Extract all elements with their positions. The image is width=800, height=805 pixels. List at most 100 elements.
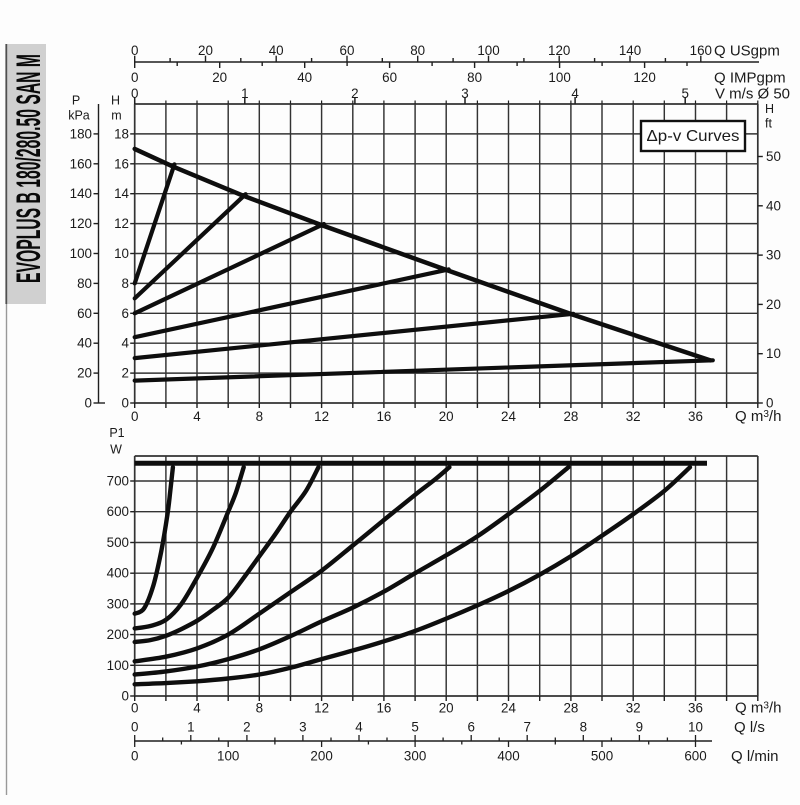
svg-text:0: 0 bbox=[131, 409, 138, 424]
svg-text:0: 0 bbox=[122, 689, 129, 704]
svg-text:4: 4 bbox=[355, 720, 363, 735]
svg-text:140: 140 bbox=[70, 186, 92, 201]
svg-text:20: 20 bbox=[198, 43, 213, 58]
svg-text:1: 1 bbox=[241, 86, 248, 101]
svg-text:12: 12 bbox=[314, 409, 329, 424]
svg-text:H: H bbox=[765, 102, 774, 116]
svg-text:5: 5 bbox=[681, 86, 688, 101]
svg-text:300: 300 bbox=[107, 596, 129, 611]
svg-text:Q l/s: Q l/s bbox=[734, 719, 765, 736]
svg-text:600: 600 bbox=[684, 749, 706, 764]
svg-text:16: 16 bbox=[114, 156, 129, 171]
svg-text:36: 36 bbox=[688, 701, 703, 716]
svg-text:160: 160 bbox=[690, 43, 712, 58]
svg-text:0: 0 bbox=[122, 396, 129, 411]
svg-text:500: 500 bbox=[107, 535, 129, 550]
svg-text:20: 20 bbox=[212, 70, 227, 85]
svg-text:9: 9 bbox=[636, 720, 643, 735]
svg-text:W: W bbox=[110, 443, 122, 457]
svg-text:Δp-v Curves: Δp-v Curves bbox=[647, 128, 740, 145]
svg-text:0: 0 bbox=[131, 43, 138, 58]
svg-text:10: 10 bbox=[114, 246, 129, 261]
svg-text:400: 400 bbox=[107, 566, 129, 581]
svg-text:Q m3/h: Q m3/h bbox=[735, 408, 781, 425]
svg-text:0: 0 bbox=[131, 701, 138, 716]
svg-text:100: 100 bbox=[477, 43, 499, 58]
svg-text:600: 600 bbox=[107, 504, 129, 519]
svg-text:20: 20 bbox=[439, 409, 454, 424]
svg-text:8: 8 bbox=[256, 409, 263, 424]
svg-text:700: 700 bbox=[107, 474, 129, 489]
svg-text:P: P bbox=[72, 94, 80, 108]
svg-text:4: 4 bbox=[193, 701, 201, 716]
svg-text:120: 120 bbox=[633, 70, 655, 85]
svg-text:3: 3 bbox=[461, 86, 468, 101]
svg-text:0: 0 bbox=[131, 749, 138, 764]
svg-text:0: 0 bbox=[131, 70, 138, 85]
svg-text:4: 4 bbox=[193, 409, 201, 424]
svg-text:0: 0 bbox=[131, 86, 138, 101]
svg-text:0: 0 bbox=[131, 720, 138, 735]
svg-text:0: 0 bbox=[85, 396, 92, 411]
svg-text:140: 140 bbox=[619, 43, 641, 58]
svg-text:120: 120 bbox=[548, 43, 570, 58]
svg-text:40: 40 bbox=[297, 70, 312, 85]
svg-text:7: 7 bbox=[523, 720, 530, 735]
svg-text:V m/s Ø 50: V m/s Ø 50 bbox=[715, 86, 790, 103]
svg-text:8: 8 bbox=[122, 276, 129, 291]
svg-text:14: 14 bbox=[114, 186, 129, 201]
svg-text:Q IMPgpm: Q IMPgpm bbox=[714, 70, 786, 87]
svg-text:24: 24 bbox=[501, 701, 516, 716]
svg-text:Q USgpm: Q USgpm bbox=[714, 43, 780, 60]
svg-text:16: 16 bbox=[376, 701, 391, 716]
svg-text:32: 32 bbox=[626, 701, 641, 716]
svg-text:P1: P1 bbox=[109, 426, 124, 440]
svg-text:20: 20 bbox=[77, 366, 92, 381]
svg-text:18: 18 bbox=[114, 126, 129, 141]
svg-text:60: 60 bbox=[382, 70, 397, 85]
svg-text:120: 120 bbox=[70, 216, 92, 231]
svg-text:ft: ft bbox=[765, 117, 772, 131]
svg-text:H: H bbox=[111, 94, 120, 108]
svg-text:30: 30 bbox=[766, 248, 781, 263]
svg-text:2: 2 bbox=[351, 86, 358, 101]
svg-text:kPa: kPa bbox=[68, 109, 90, 123]
svg-text:8: 8 bbox=[256, 701, 263, 716]
svg-text:40: 40 bbox=[269, 43, 284, 58]
svg-text:28: 28 bbox=[563, 409, 578, 424]
svg-text:32: 32 bbox=[626, 409, 641, 424]
svg-text:m: m bbox=[111, 109, 121, 123]
svg-text:Q l/min: Q l/min bbox=[731, 748, 779, 765]
svg-text:Q m3/h: Q m3/h bbox=[735, 700, 781, 717]
svg-text:80: 80 bbox=[77, 276, 92, 291]
svg-text:20: 20 bbox=[439, 701, 454, 716]
svg-text:80: 80 bbox=[467, 70, 482, 85]
svg-text:160: 160 bbox=[70, 156, 92, 171]
svg-text:400: 400 bbox=[497, 749, 519, 764]
svg-text:EVOPLUS B 180/280.50 SAN M: EVOPLUS B 180/280.50 SAN M bbox=[10, 54, 48, 283]
svg-text:20: 20 bbox=[766, 297, 781, 312]
svg-text:200: 200 bbox=[107, 627, 129, 642]
svg-text:4: 4 bbox=[571, 86, 579, 101]
svg-text:36: 36 bbox=[688, 409, 703, 424]
svg-text:6: 6 bbox=[467, 720, 474, 735]
svg-text:2: 2 bbox=[243, 720, 250, 735]
svg-text:100: 100 bbox=[107, 658, 129, 673]
svg-text:40: 40 bbox=[766, 198, 781, 213]
svg-text:0: 0 bbox=[766, 396, 773, 411]
svg-text:80: 80 bbox=[410, 43, 425, 58]
svg-text:16: 16 bbox=[376, 409, 391, 424]
svg-text:10: 10 bbox=[688, 720, 703, 735]
svg-text:3: 3 bbox=[299, 720, 306, 735]
svg-text:100: 100 bbox=[217, 749, 239, 764]
svg-text:12: 12 bbox=[114, 216, 129, 231]
svg-text:24: 24 bbox=[501, 409, 516, 424]
svg-text:12: 12 bbox=[314, 701, 329, 716]
svg-text:28: 28 bbox=[563, 701, 578, 716]
svg-text:5: 5 bbox=[411, 720, 418, 735]
svg-text:10: 10 bbox=[766, 346, 781, 361]
svg-text:180: 180 bbox=[70, 126, 92, 141]
svg-text:60: 60 bbox=[77, 306, 92, 321]
svg-text:60: 60 bbox=[340, 43, 355, 58]
svg-text:40: 40 bbox=[77, 336, 92, 351]
